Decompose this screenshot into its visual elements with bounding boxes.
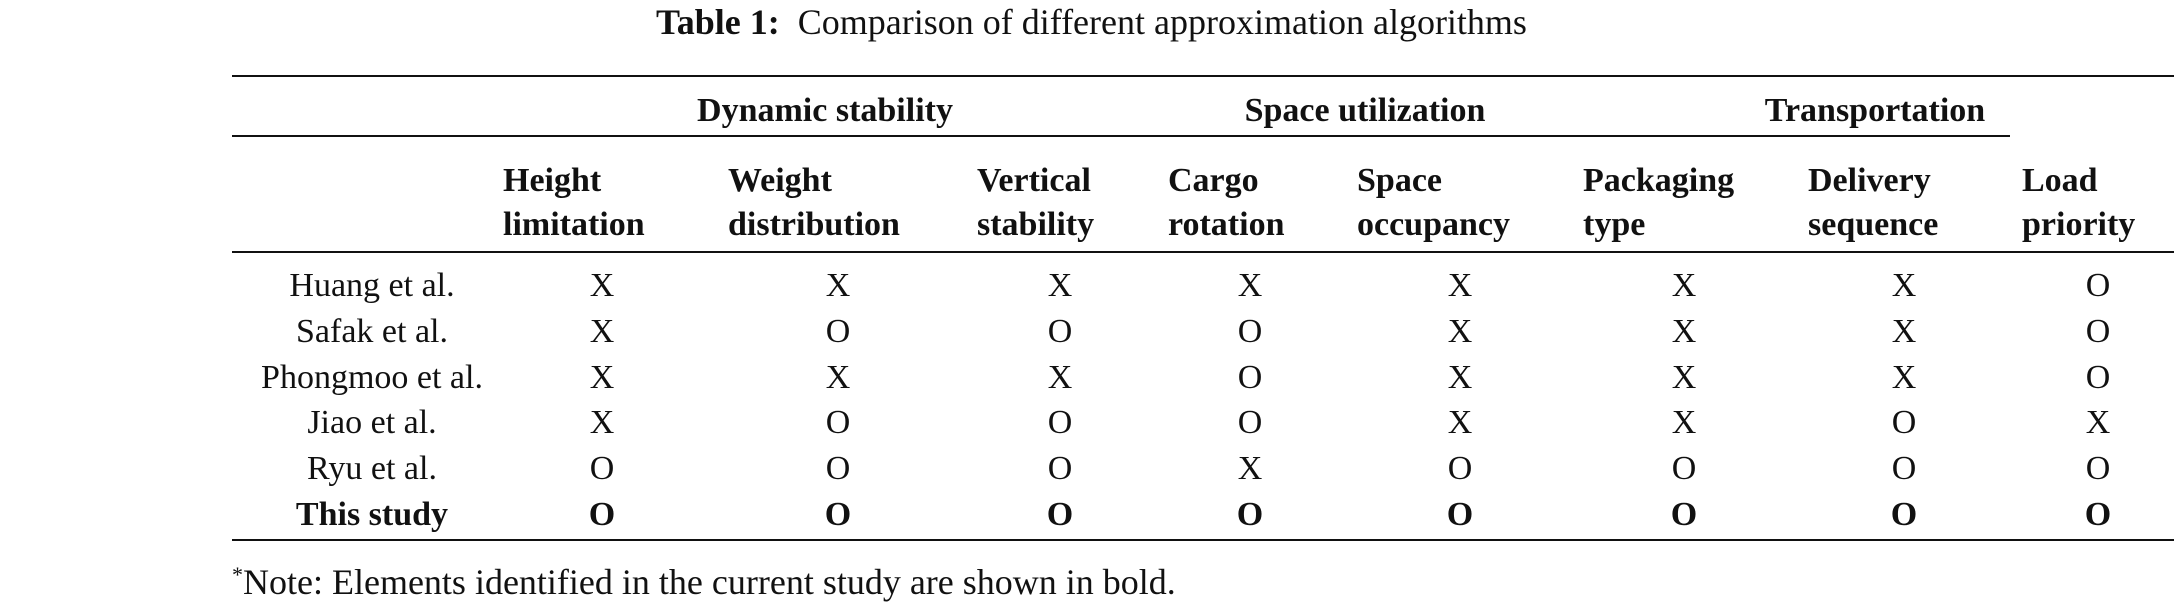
col-header-line1: Vertical (977, 162, 1091, 199)
table-cell: X (1891, 267, 1917, 304)
col-header-cargo-rotation: Cargo rotation (1168, 159, 1284, 247)
bottom-rule (232, 539, 2174, 541)
table-cell: O (589, 450, 615, 487)
table-cell: X (1671, 267, 1697, 304)
table-cell: X (1671, 359, 1697, 396)
row-name: Phongmoo et al. (261, 359, 483, 396)
table-cell: X (2085, 404, 2111, 441)
table-cell: X (1237, 450, 1263, 487)
table-cell: O (2085, 313, 2111, 350)
table-cell: O (1237, 359, 1263, 396)
table-note: *Note: Elements identified in the curren… (232, 553, 1176, 604)
col-header-line2: priority (2022, 206, 2136, 243)
table-cell: O (588, 496, 616, 533)
col-header-line1: Space (1357, 162, 1442, 199)
col-header-line2: occupancy (1357, 206, 1510, 243)
group-transportation: Transportation (1764, 92, 1986, 129)
col-header-delivery-sequence: Delivery sequence (1808, 159, 1938, 247)
table-cell: O (2085, 450, 2111, 487)
table-cell: X (1237, 267, 1263, 304)
table-cell: X (1671, 313, 1697, 350)
note-text: Note: Elements identified in the current… (243, 562, 1176, 602)
table-cell: X (1447, 313, 1473, 350)
table-cell: X (825, 267, 851, 304)
table-cell: X (589, 267, 615, 304)
table-cell: O (1047, 404, 1073, 441)
col-header-line2: sequence (1808, 206, 1939, 243)
row-name: Safak et al. (296, 313, 448, 350)
table-cell: O (1671, 450, 1697, 487)
col-header-vertical-stability: Vertical stability (977, 159, 1094, 247)
col-header-line2: type (1583, 206, 1646, 243)
group-rule (232, 135, 2010, 137)
row-name: Jiao et al. (307, 404, 437, 441)
table-cell: X (1447, 404, 1473, 441)
note-marker: * (232, 562, 243, 587)
table-cell: O (2084, 496, 2112, 533)
table-cell: X (1447, 359, 1473, 396)
col-header-line2: stability (977, 206, 1095, 243)
table-caption: Table 1: Comparison of different approxi… (0, 0, 2183, 44)
col-header-packaging-type: Packaging type (1583, 159, 1734, 247)
table-cell: O (1047, 450, 1073, 487)
top-rule (232, 75, 2174, 77)
row-name: This study (295, 496, 449, 533)
table-cell: X (1047, 267, 1073, 304)
table-cell: X (1891, 359, 1917, 396)
col-header-line2: distribution (728, 206, 900, 243)
table-cell: X (1447, 267, 1473, 304)
row-name: Ryu et al. (307, 450, 437, 487)
table-cell: X (589, 404, 615, 441)
col-header-weight-distribution: Weight distribution (728, 159, 900, 247)
col-header-line1: Height (503, 162, 602, 199)
col-header-line1: Packaging (1583, 162, 1735, 199)
table-cell: X (1891, 313, 1917, 350)
table-cell: O (1046, 496, 1074, 533)
table-cell: O (1446, 496, 1474, 533)
table-cell: O (825, 450, 851, 487)
col-header-line1: Load (2022, 162, 2098, 199)
col-header-line1: Delivery (1808, 162, 1931, 199)
table-cell: O (1670, 496, 1698, 533)
col-header-line1: Weight (728, 162, 832, 199)
table-cell: O (825, 313, 851, 350)
col-header-line2: rotation (1168, 206, 1285, 243)
col-header-line1: Cargo (1168, 162, 1259, 199)
col-header-space-occupancy: Space occupancy (1357, 159, 1510, 247)
table-cell: O (1237, 404, 1263, 441)
col-header-height-limitation: Height limitation (503, 159, 645, 247)
group-space-utilization: Space utilization (1244, 92, 1486, 129)
table-cell: O (1236, 496, 1264, 533)
table-cell: X (1671, 404, 1697, 441)
caption-label: Table 1: (656, 2, 780, 42)
header-bottom-rule (232, 251, 2174, 253)
row-name: Huang et al. (289, 267, 455, 304)
table-cell: X (589, 359, 615, 396)
table-cell: O (824, 496, 852, 533)
col-header-line2: limitation (503, 206, 645, 243)
table-cell: O (1447, 450, 1473, 487)
table-cell: O (1891, 404, 1917, 441)
group-dynamic-stability: Dynamic stability (697, 92, 953, 129)
table-cell: O (1891, 450, 1917, 487)
table-cell: O (1047, 313, 1073, 350)
table-cell: X (589, 313, 615, 350)
table-cell: O (1890, 496, 1918, 533)
table-cell: X (1047, 359, 1073, 396)
table-cell: O (2085, 267, 2111, 304)
table-cell: X (825, 359, 851, 396)
col-header-load-priority: Load priority (2022, 159, 2135, 247)
table-cell: O (825, 404, 851, 441)
table-cell: O (1237, 313, 1263, 350)
caption-text: Comparison of different approximation al… (797, 2, 1527, 42)
table-cell: O (2085, 359, 2111, 396)
